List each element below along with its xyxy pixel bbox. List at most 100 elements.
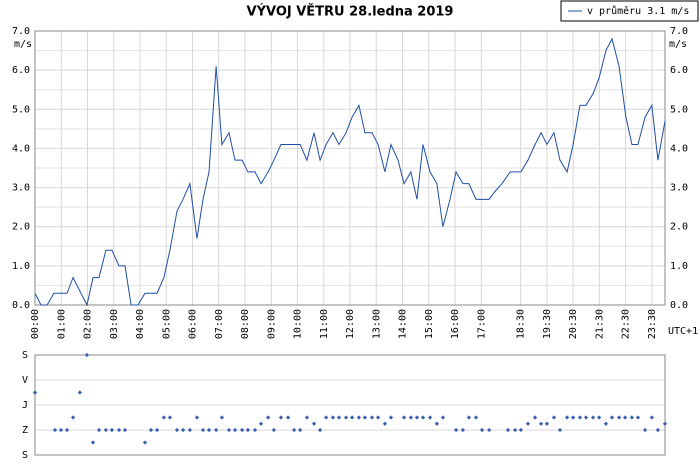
x-tick-label: 05:00 — [161, 309, 172, 339]
y-tick-label: 4.0 — [12, 143, 30, 154]
x-tick-label: 04:00 — [135, 309, 146, 339]
direction-point — [460, 427, 465, 433]
direction-point — [590, 415, 596, 420]
wind-line — [34, 37, 666, 307]
direction-point — [200, 427, 206, 433]
x-tick-label: 15:00 — [424, 309, 435, 339]
direction-point — [564, 415, 570, 420]
direction-point — [473, 415, 479, 420]
direction-point — [544, 421, 549, 426]
y-tick-label: S — [22, 450, 28, 460]
x-tick-label: 08:00 — [240, 309, 251, 339]
direction-point — [427, 415, 433, 420]
x-tick-label: 02:00 — [83, 309, 94, 339]
x-tick-label: 22:30 — [621, 309, 632, 339]
direction-point — [532, 415, 538, 420]
direction-point — [298, 427, 303, 433]
x-tick-label: 00:00 — [30, 309, 41, 339]
direction-point — [154, 427, 160, 433]
direction-point — [349, 415, 355, 420]
direction-point — [414, 415, 420, 420]
direction-point — [317, 427, 323, 433]
y-tick-label-right: 3.0 — [670, 183, 688, 194]
x-tick-label: 11:00 — [319, 309, 330, 339]
x-tick-label: 03:00 — [109, 309, 120, 339]
x-axis-label: UTC+1 — [668, 326, 698, 337]
y-tick-label-right: 5.0 — [670, 104, 688, 115]
direction-point — [388, 415, 394, 420]
legend-label: v průměru 3.1 m/s — [587, 5, 689, 17]
direction-point — [356, 415, 362, 420]
direction-point — [194, 415, 200, 420]
direction-point — [382, 421, 388, 426]
direction-point — [583, 415, 589, 420]
x-tick-label: 23:30 — [647, 309, 658, 339]
direction-point — [206, 427, 212, 433]
y-tick-label: J — [22, 400, 28, 411]
y-tick-label-right: 4.0 — [670, 143, 688, 154]
x-tick-label: 13:00 — [371, 309, 382, 339]
y-tick-label: 2.0 — [12, 222, 30, 233]
direction-point — [505, 427, 511, 433]
direction-point — [609, 415, 615, 420]
direction-point — [311, 421, 317, 426]
y-tick-label: 1.0 — [12, 261, 30, 272]
direction-point — [330, 415, 336, 420]
direction-point — [174, 427, 180, 433]
direction-point — [649, 415, 654, 420]
direction-point — [214, 427, 219, 433]
direction-point — [635, 415, 641, 420]
x-tick-label: 01:00 — [56, 309, 67, 339]
direction-point — [420, 415, 426, 420]
direction-point — [479, 427, 485, 433]
direction-point — [187, 427, 192, 433]
direction-point — [603, 421, 609, 426]
direction-point — [291, 427, 297, 433]
x-tick-label: 19:30 — [542, 309, 553, 339]
direction-point — [642, 427, 648, 433]
x-tick-label: 16:00 — [450, 309, 461, 339]
direction-point — [375, 415, 381, 420]
x-tick-label: 18:30 — [516, 309, 527, 339]
direction-point — [362, 415, 368, 420]
direction-point — [258, 421, 264, 426]
direction-point — [245, 427, 251, 433]
direction-point — [440, 415, 446, 420]
direction-point — [518, 427, 524, 433]
direction-point — [265, 415, 271, 420]
x-tick-label: 14:00 — [398, 309, 409, 339]
direction-point — [616, 415, 622, 420]
direction-point — [466, 415, 472, 420]
direction-point — [239, 427, 245, 433]
y-tick-label: 7.0 — [12, 26, 30, 37]
direction-point — [304, 415, 310, 420]
direction-point — [278, 415, 284, 420]
x-tick-label: 10:00 — [293, 309, 304, 339]
direction-point — [662, 421, 668, 426]
y-unit: m/s — [14, 39, 32, 50]
direction-point — [453, 427, 459, 433]
direction-point — [180, 427, 186, 433]
direction-point — [525, 421, 531, 426]
y-unit-right: m/s — [669, 39, 687, 50]
direction-point — [571, 415, 576, 420]
direction-point — [232, 427, 238, 433]
y-tick-label-right: 0.0 — [670, 300, 688, 311]
chart-title: VÝVOJ VĚTRU 28.ledna 2019 — [247, 4, 454, 20]
direction-point — [142, 440, 148, 445]
y-tick-label-right: 6.0 — [670, 65, 688, 76]
direction-point — [622, 415, 628, 420]
y-tick-label: Z — [22, 425, 28, 436]
x-tick-label: 06:00 — [188, 309, 199, 339]
x-tick-label: 17:00 — [476, 309, 487, 339]
direction-point — [343, 415, 349, 420]
x-tick-label: 12:00 — [345, 309, 356, 339]
y-tick-label-right: 1.0 — [670, 261, 688, 272]
y-tick-label: 5.0 — [12, 104, 30, 115]
direction-point — [336, 415, 342, 420]
direction-point — [512, 427, 518, 433]
x-tick-label: 20:30 — [568, 309, 579, 339]
direction-point — [219, 415, 225, 420]
direction-point — [487, 427, 492, 433]
direction-point — [161, 415, 167, 420]
